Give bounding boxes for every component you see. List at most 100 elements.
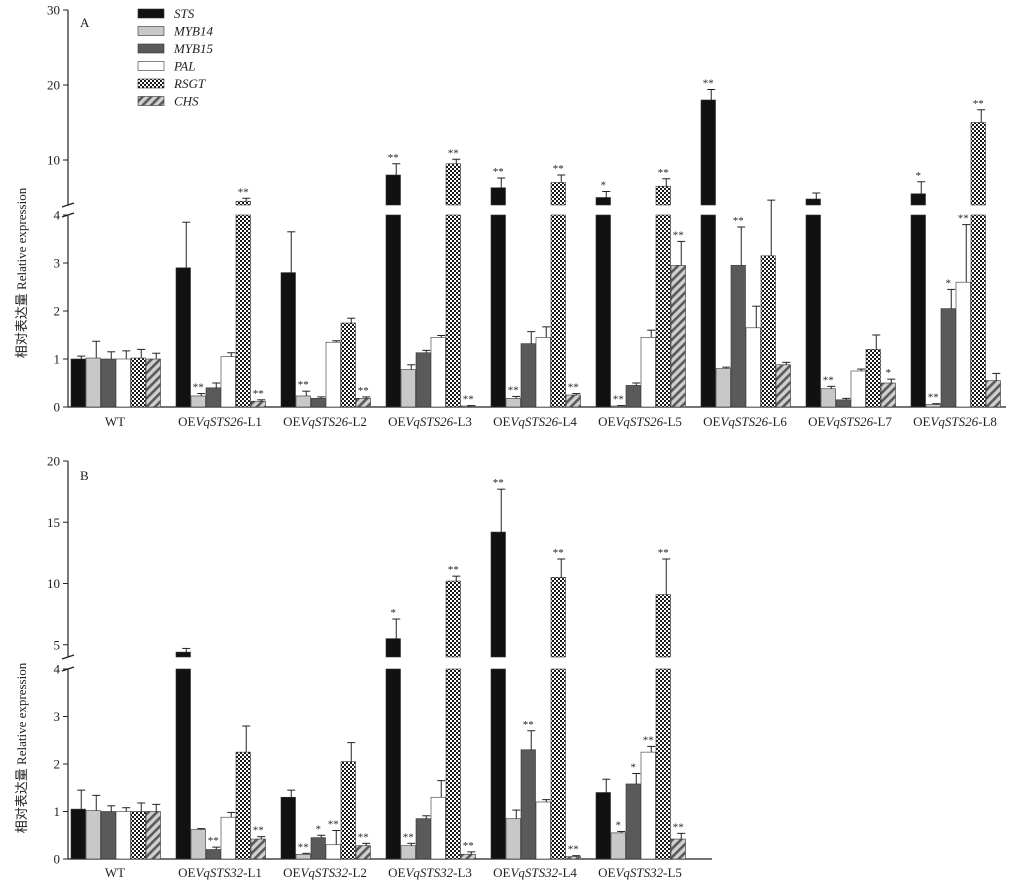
panel-b-bar <box>535 801 551 860</box>
panel-a-bar <box>235 214 251 408</box>
panel-a-bar <box>970 214 986 408</box>
panel-a-significance-mark: ** <box>673 229 684 241</box>
legend-swatch <box>137 61 165 71</box>
panel-b-significance-mark: * <box>616 819 622 831</box>
panel-b-bar <box>235 751 251 860</box>
panel-a-y-tick-label: 20 <box>47 78 60 93</box>
group-label-gene: VqSTS32 <box>405 865 453 880</box>
group-label-prefix: OE <box>808 414 825 429</box>
panel-a-significance-mark: ** <box>298 379 309 391</box>
panel-a-group-label: OEVqSTS26-L2 <box>283 414 367 429</box>
panel-a-group-label: OEVqSTS26-L5 <box>598 414 682 429</box>
panel-b-significance-mark: ** <box>523 719 534 731</box>
group-label-suffix: -L6 <box>768 414 787 429</box>
panel-a-y-tick-label: 2 <box>54 304 61 319</box>
group-label-gene: VqSTS32 <box>615 865 663 880</box>
group-label-gene: VqSTS32 <box>300 865 348 880</box>
panel-b-bar <box>400 845 416 860</box>
panel-a-bar <box>325 341 341 408</box>
panel-a-bar <box>550 182 566 206</box>
panel-a-group-label: OEVqSTS26-L8 <box>913 414 997 429</box>
panel-a-significance-mark: * <box>916 170 922 182</box>
panel-a-bar <box>460 405 476 408</box>
group-label-prefix: OE <box>703 414 720 429</box>
panel-b-y-axis-title: 相对表达量 Relative expression <box>14 662 29 833</box>
legend-swatch <box>137 26 165 36</box>
group-label-suffix: -L4 <box>558 414 577 429</box>
panel-a-bar <box>865 349 881 408</box>
panel-a-bar <box>505 398 521 408</box>
panel-a-bar <box>250 400 266 408</box>
panel-b-group-label: WT <box>105 865 125 880</box>
group-label-suffix: -L7 <box>873 414 892 429</box>
panel-a-y-axis-title: 相对表达量 Relative expression <box>14 187 29 358</box>
panel-a-y-tick-label: 0 <box>54 400 61 415</box>
panel-b-bar <box>70 808 86 860</box>
panel-a-bar <box>385 174 401 206</box>
panel-a-bar <box>130 357 146 408</box>
group-label-prefix: OE <box>178 865 195 880</box>
panel-b-bar <box>85 810 101 860</box>
panel-a-bar <box>910 193 926 206</box>
panel-b-significance-mark: ** <box>358 831 369 843</box>
panel-b-significance-mark: ** <box>643 734 654 746</box>
group-label-suffix: WT <box>105 414 125 429</box>
panel-a-bar <box>70 358 86 408</box>
panel-a-bar <box>805 214 821 408</box>
panel-b-significance-mark: ** <box>328 819 339 831</box>
panel-b-bar <box>385 668 401 860</box>
group-label-suffix: -L5 <box>663 865 682 880</box>
panel-b-significance-mark: ** <box>463 840 474 852</box>
panel-a-y-tick-label: 1 <box>54 352 61 367</box>
panel-b-bar <box>100 811 116 860</box>
panel-a-y-tick-label: 30 <box>47 3 60 18</box>
panel-a-significance-mark: * <box>601 180 607 192</box>
panel-b-bar <box>355 845 371 860</box>
panel-a-bar <box>520 343 536 408</box>
panel-b-bar <box>385 638 401 658</box>
panel-a-bar <box>940 308 956 408</box>
panel-a-significance-mark: ** <box>358 385 369 397</box>
panel-b-chart: B 相对表达量 Relative expression 0 1 2 3 4 5 10 15 20 WT… <box>14 454 712 880</box>
legend-entry: PAL <box>173 59 195 74</box>
panel-b-bar <box>520 749 536 860</box>
panel-a-bar <box>625 385 641 408</box>
panel-a-group-label: OEVqSTS26-L1 <box>178 414 262 429</box>
panel-a-significance-mark: ** <box>568 382 579 394</box>
panel-b-bar <box>220 816 236 860</box>
panel-a-group-label: OEVqSTS26-L6 <box>703 414 787 429</box>
panel-a-bar <box>595 197 611 206</box>
panel-a-bar <box>490 187 506 206</box>
panel-a-significance-mark: ** <box>388 152 399 164</box>
group-label-gene: VqSTS26 <box>615 414 663 429</box>
panel-a-bar <box>220 356 236 408</box>
panel-a-chart: A 相对表达量 Relative expression 0 1 2 3 4 10 20 30 WT *… <box>14 3 1006 429</box>
panel-a-bar <box>700 214 716 408</box>
panel-b-bar <box>295 853 311 860</box>
panel-b-significance-mark: ** <box>298 841 309 853</box>
group-label-suffix: WT <box>105 865 125 880</box>
panel-b-y-tick-label: 15 <box>47 515 60 530</box>
panel-b-bar <box>625 783 641 860</box>
group-label-gene: VqSTS26 <box>510 414 558 429</box>
panel-b-bar <box>280 796 296 860</box>
group-label-prefix: OE <box>283 414 300 429</box>
panel-b-bar <box>250 838 266 860</box>
panel-a-bar <box>760 255 776 408</box>
panel-b-group-label: OEVqSTS32-L3 <box>388 865 472 880</box>
panel-b-significance-mark: ** <box>568 844 579 856</box>
legend-entry: RSGT <box>173 76 206 91</box>
panel-b-significance-mark: * <box>631 762 637 774</box>
group-label-suffix: -L5 <box>663 414 682 429</box>
legend-swatch <box>137 8 165 19</box>
panel-a-bar <box>970 122 986 206</box>
group-label-prefix: OE <box>493 865 510 880</box>
group-label-suffix: -L2 <box>348 865 367 880</box>
panel-b-bar <box>490 668 506 860</box>
legend-swatch <box>137 96 165 106</box>
panel-b-y-tick-label: 20 <box>47 454 60 469</box>
panel-a-bar <box>340 322 356 408</box>
group-label-prefix: OE <box>388 865 405 880</box>
panel-a-bar <box>700 99 716 206</box>
panel-b-significance-mark: ** <box>403 831 414 843</box>
